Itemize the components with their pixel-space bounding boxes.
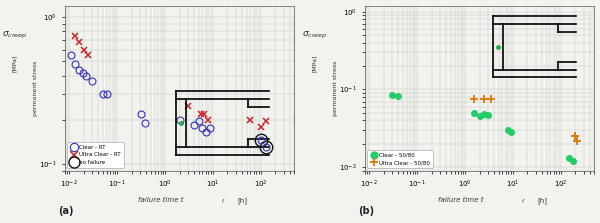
Legend: Clear - RT, Ultra Clear - RT, no failure: Clear - RT, Ultra Clear - RT, no failure xyxy=(67,142,124,168)
Text: $_{f}$: $_{f}$ xyxy=(221,197,226,206)
Text: failure time t: failure time t xyxy=(139,197,184,203)
Text: [h]: [h] xyxy=(537,197,547,204)
Y-axis label: permanent stress: permanent stress xyxy=(33,60,38,116)
Y-axis label: permanent stress: permanent stress xyxy=(333,60,338,116)
Text: $_{f}$: $_{f}$ xyxy=(521,197,526,206)
Text: [h]: [h] xyxy=(237,197,247,204)
Text: (a): (a) xyxy=(58,206,73,216)
Text: (b): (b) xyxy=(358,206,374,216)
Text: [MPa]: [MPa] xyxy=(311,55,317,72)
Text: failure time t: failure time t xyxy=(439,197,484,203)
Legend: Clear - 50/80, Ultra Clear - 50/80: Clear - 50/80, Ultra Clear - 50/80 xyxy=(367,150,433,168)
Text: $\sigma_{creep}$: $\sigma_{creep}$ xyxy=(2,30,27,41)
Text: $\sigma_{creep}$: $\sigma_{creep}$ xyxy=(302,30,327,41)
Text: [MPa]: [MPa] xyxy=(11,55,17,72)
